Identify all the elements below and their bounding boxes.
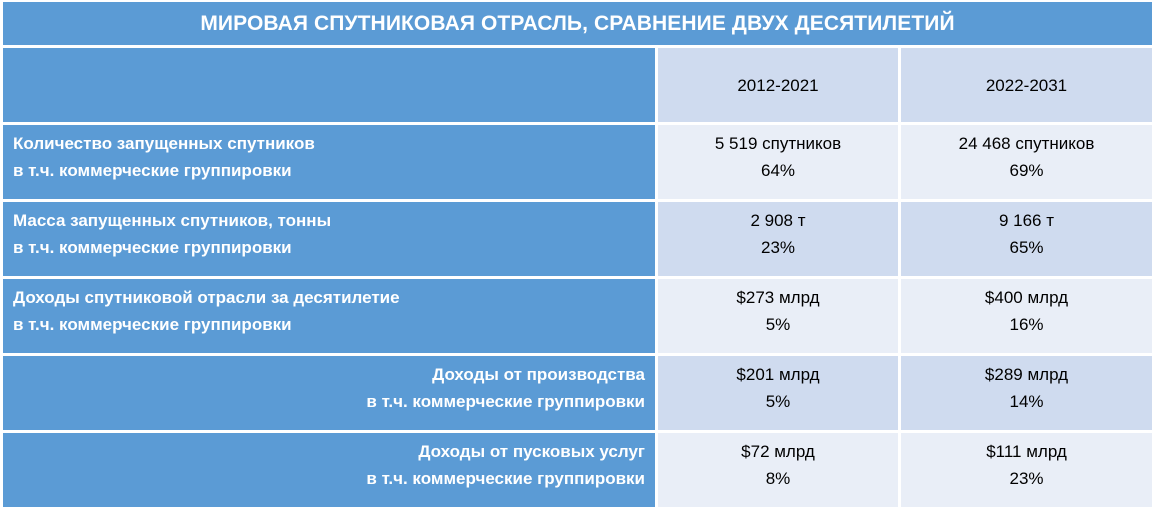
- row-label: Доходы от производства: [432, 365, 645, 384]
- cell-sub-value: 5%: [765, 315, 791, 334]
- table-cell: $273 млрд 5%: [658, 279, 898, 353]
- cell-main-value: 24 468 спутников: [958, 134, 1095, 153]
- row-label-satellite-count: Количество запущенных спутников в т.ч. к…: [3, 125, 655, 199]
- table-cell: 9 166 т 65%: [901, 202, 1152, 276]
- cell-main-value: $201 млрд: [736, 365, 820, 384]
- table-title: МИРОВАЯ СПУТНИКОВАЯ ОТРАСЛЬ, СРАВНЕНИЕ Д…: [3, 2, 1152, 45]
- cell-sub-value: 23%: [1009, 469, 1044, 488]
- column-header-2022-2031: 2022-2031: [901, 48, 1152, 122]
- cell-main-value: $72 млрд: [741, 442, 815, 461]
- cell-sub-value: 69%: [1009, 161, 1044, 180]
- row-sublabel: в т.ч. коммерческие группировки: [13, 161, 292, 180]
- row-label: Доходы от пусковых услуг: [418, 442, 645, 461]
- table-cell: 24 468 спутников 69%: [901, 125, 1152, 199]
- row-label: Доходы спутниковой отрасли за десятилети…: [13, 288, 400, 307]
- table-cell: $201 млрд 5%: [658, 356, 898, 430]
- table-cell: 2 908 т 23%: [658, 202, 898, 276]
- column-header-2012-2021: 2012-2021: [658, 48, 898, 122]
- cell-main-value: $400 млрд: [984, 288, 1069, 307]
- row-label-industry-revenue: Доходы спутниковой отрасли за десятилети…: [3, 279, 655, 353]
- row-label: Количество запущенных спутников: [13, 134, 315, 153]
- table-cell: $72 млрд 8%: [658, 433, 898, 507]
- comparison-table: 2012-2021 2022-2031 Количество запущенны…: [3, 48, 1152, 507]
- cell-sub-value: 23%: [760, 238, 796, 257]
- row-label-launch-revenue: Доходы от пусковых услуг в т.ч. коммерче…: [3, 433, 655, 507]
- table-cell: $289 млрд 14%: [901, 356, 1152, 430]
- cell-main-value: $273 млрд: [736, 288, 820, 307]
- header-empty-cell: [3, 48, 655, 122]
- cell-main-value: 9 166 т: [998, 211, 1055, 230]
- cell-sub-value: 8%: [765, 469, 791, 488]
- table-cell: $400 млрд 16%: [901, 279, 1152, 353]
- cell-sub-value: 16%: [1009, 315, 1044, 334]
- row-sublabel: в т.ч. коммерческие группировки: [366, 392, 645, 411]
- row-label-satellite-mass: Масса запущенных спутников, тонны в т.ч.…: [3, 202, 655, 276]
- cell-sub-value: 65%: [1009, 238, 1044, 257]
- cell-sub-value: 5%: [765, 392, 791, 411]
- cell-main-value: $111 млрд: [986, 442, 1067, 461]
- row-label: Масса запущенных спутников, тонны: [13, 211, 332, 230]
- cell-main-value: $289 млрд: [984, 365, 1069, 384]
- row-label-manufacturing-revenue: Доходы от производства в т.ч. коммерческ…: [3, 356, 655, 430]
- cell-sub-value: 64%: [760, 161, 796, 180]
- row-sublabel: в т.ч. коммерческие группировки: [366, 469, 645, 488]
- cell-sub-value: 14%: [1009, 392, 1044, 411]
- row-sublabel: в т.ч. коммерческие группировки: [13, 238, 292, 257]
- cell-main-value: 5 519 спутников: [714, 134, 842, 153]
- table-cell: 5 519 спутников 64%: [658, 125, 898, 199]
- row-sublabel: в т.ч. коммерческие группировки: [13, 315, 292, 334]
- table-cell: $111 млрд 23%: [901, 433, 1152, 507]
- cell-main-value: 2 908 т: [750, 211, 806, 230]
